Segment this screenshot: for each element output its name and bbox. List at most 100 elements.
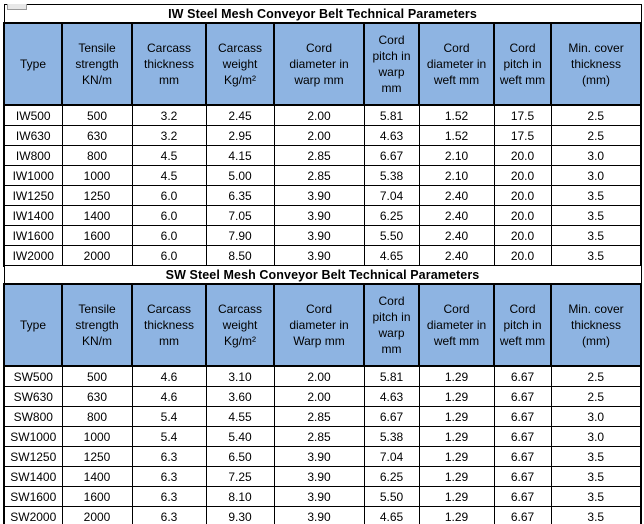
value-cell: 2.45 xyxy=(205,104,275,126)
value-cell: 800 xyxy=(61,406,133,427)
type-cell: SW500 xyxy=(3,365,63,387)
table-row: SW1000 1000 5.4 5.40 2.85 5.38 1.29 6.67 3.0 xyxy=(3,426,642,447)
type-cell: IW630 xyxy=(3,125,63,146)
value-cell: 20.0 xyxy=(493,165,552,186)
value-cell: 4.63 xyxy=(363,386,420,407)
title-row: IW Steel Mesh Conveyor Belt Technical Pa… xyxy=(3,4,642,24)
column-header: Type xyxy=(3,283,63,367)
value-cell: 6.67 xyxy=(363,406,420,427)
type-cell: SW800 xyxy=(3,406,63,427)
value-cell: 3.60 xyxy=(205,386,275,407)
value-cell: 5.81 xyxy=(363,365,420,387)
value-cell: 2.40 xyxy=(418,225,495,246)
value-cell: 1.29 xyxy=(418,426,495,447)
column-header: Carcass weight Kg/m² xyxy=(205,22,275,106)
value-cell: 2.10 xyxy=(418,145,495,166)
iw-header-row: Type Tensile strength KN/m Carcass thickne… xyxy=(3,22,643,106)
value-cell: 1.29 xyxy=(418,386,495,407)
table-row: IW1600 1600 6.0 7.90 3.90 5.50 2.40 20.0 3.5 xyxy=(3,225,643,246)
table-row: IW500 500 3.2 2.45 2.00 5.81 1.52 17.5 2.5 xyxy=(3,104,643,126)
value-cell: 6.3 xyxy=(131,466,207,487)
table-row: SW800 800 5.4 4.55 2.85 6.67 1.29 6.67 3.0 xyxy=(3,406,642,427)
value-cell: 20.0 xyxy=(493,225,552,246)
value-cell: 3.5 xyxy=(550,225,643,246)
value-cell: 3.5 xyxy=(550,446,642,467)
value-cell: 5.4 xyxy=(131,426,207,447)
value-cell: 1600 xyxy=(61,486,133,507)
value-cell: 3.5 xyxy=(550,466,642,487)
value-cell: 1.29 xyxy=(418,406,495,427)
value-cell: 6.3 xyxy=(131,486,207,507)
value-cell: 4.15 xyxy=(205,145,275,166)
value-cell: 5.50 xyxy=(363,225,420,246)
value-cell: 3.90 xyxy=(273,225,365,246)
value-cell: 17.5 xyxy=(493,125,552,146)
table-row: IW630 630 3.2 2.95 2.00 4.63 1.52 17.5 2.5 xyxy=(3,125,643,146)
value-cell: 4.65 xyxy=(363,506,420,524)
value-cell: 3.90 xyxy=(273,466,365,487)
iw-parameters-table: IW Steel Mesh Conveyor Belt Technical Pa… xyxy=(3,4,643,267)
type-cell: IW1000 xyxy=(3,165,63,186)
table-row: SW630 630 4.6 3.60 2.00 4.63 1.29 6.67 2.5 xyxy=(3,386,642,407)
value-cell: 2.00 xyxy=(273,125,365,146)
value-cell: 5.40 xyxy=(205,426,275,447)
table-row: SW1250 1250 6.3 6.50 3.90 7.04 1.29 6.67 3.5 xyxy=(3,446,642,467)
value-cell: 6.0 xyxy=(131,205,207,226)
type-cell: IW1400 xyxy=(3,205,63,226)
value-cell: 1.52 xyxy=(418,125,495,146)
value-cell: 1250 xyxy=(61,446,133,467)
value-cell: 1.29 xyxy=(418,466,495,487)
column-header: Cord pitch in warp mm xyxy=(363,283,420,367)
type-cell: IW2000 xyxy=(3,245,63,267)
value-cell: 2.40 xyxy=(418,245,495,267)
value-cell: 3.90 xyxy=(273,486,365,507)
value-cell: 4.6 xyxy=(131,386,207,407)
value-cell: 4.65 xyxy=(363,245,420,267)
value-cell: 8.10 xyxy=(205,486,275,507)
value-cell: 5.50 xyxy=(363,486,420,507)
value-cell: 2.5 xyxy=(550,365,642,387)
value-cell: 2.00 xyxy=(273,386,365,407)
value-cell: 1.29 xyxy=(418,365,495,387)
value-cell: 2.00 xyxy=(273,104,365,126)
table-row: SW500 500 4.6 3.10 2.00 5.81 1.29 6.67 2.5 xyxy=(3,365,642,387)
column-header: Cord diameter in weft mm xyxy=(418,283,495,367)
value-cell: 6.35 xyxy=(205,185,275,206)
value-cell: 1000 xyxy=(61,165,133,186)
value-cell: 5.00 xyxy=(205,165,275,186)
value-cell: 1000 xyxy=(61,426,133,447)
value-cell: 20.0 xyxy=(493,145,552,166)
value-cell: 6.67 xyxy=(493,446,552,467)
type-cell: SW1250 xyxy=(3,446,63,467)
column-header: Carcass thickness mm xyxy=(131,283,207,367)
value-cell: 3.5 xyxy=(550,486,642,507)
value-cell: 1400 xyxy=(61,466,133,487)
column-header: Cord pitch in weft mm xyxy=(493,22,552,106)
column-header: Tensile strength KN/m xyxy=(61,22,133,106)
column-header: Cord diameter in warp mm xyxy=(273,22,365,106)
value-cell: 630 xyxy=(61,386,133,407)
value-cell: 1250 xyxy=(61,185,133,206)
value-cell: 1.29 xyxy=(418,446,495,467)
value-cell: 3.10 xyxy=(205,365,275,387)
value-cell: 4.5 xyxy=(131,165,207,186)
value-cell: 3.5 xyxy=(550,506,642,524)
type-cell: SW2000 xyxy=(3,506,63,524)
value-cell: 6.67 xyxy=(493,406,552,427)
value-cell: 3.90 xyxy=(273,185,365,206)
table-row: SW1600 1600 6.3 8.10 3.90 5.50 1.29 6.67 3.5 xyxy=(3,486,642,507)
value-cell: 2.95 xyxy=(205,125,275,146)
value-cell: 2.85 xyxy=(273,426,365,447)
value-cell: 7.05 xyxy=(205,205,275,226)
value-cell: 6.50 xyxy=(205,446,275,467)
value-cell: 3.0 xyxy=(550,426,642,447)
value-cell: 3.2 xyxy=(131,125,207,146)
value-cell: 1400 xyxy=(61,205,133,226)
type-cell: IW800 xyxy=(3,145,63,166)
value-cell: 3.0 xyxy=(550,145,643,166)
value-cell: 6.3 xyxy=(131,506,207,524)
value-cell: 4.55 xyxy=(205,406,275,427)
value-cell: 4.6 xyxy=(131,365,207,387)
value-cell: 2.5 xyxy=(550,386,642,407)
value-cell: 3.90 xyxy=(273,245,365,267)
